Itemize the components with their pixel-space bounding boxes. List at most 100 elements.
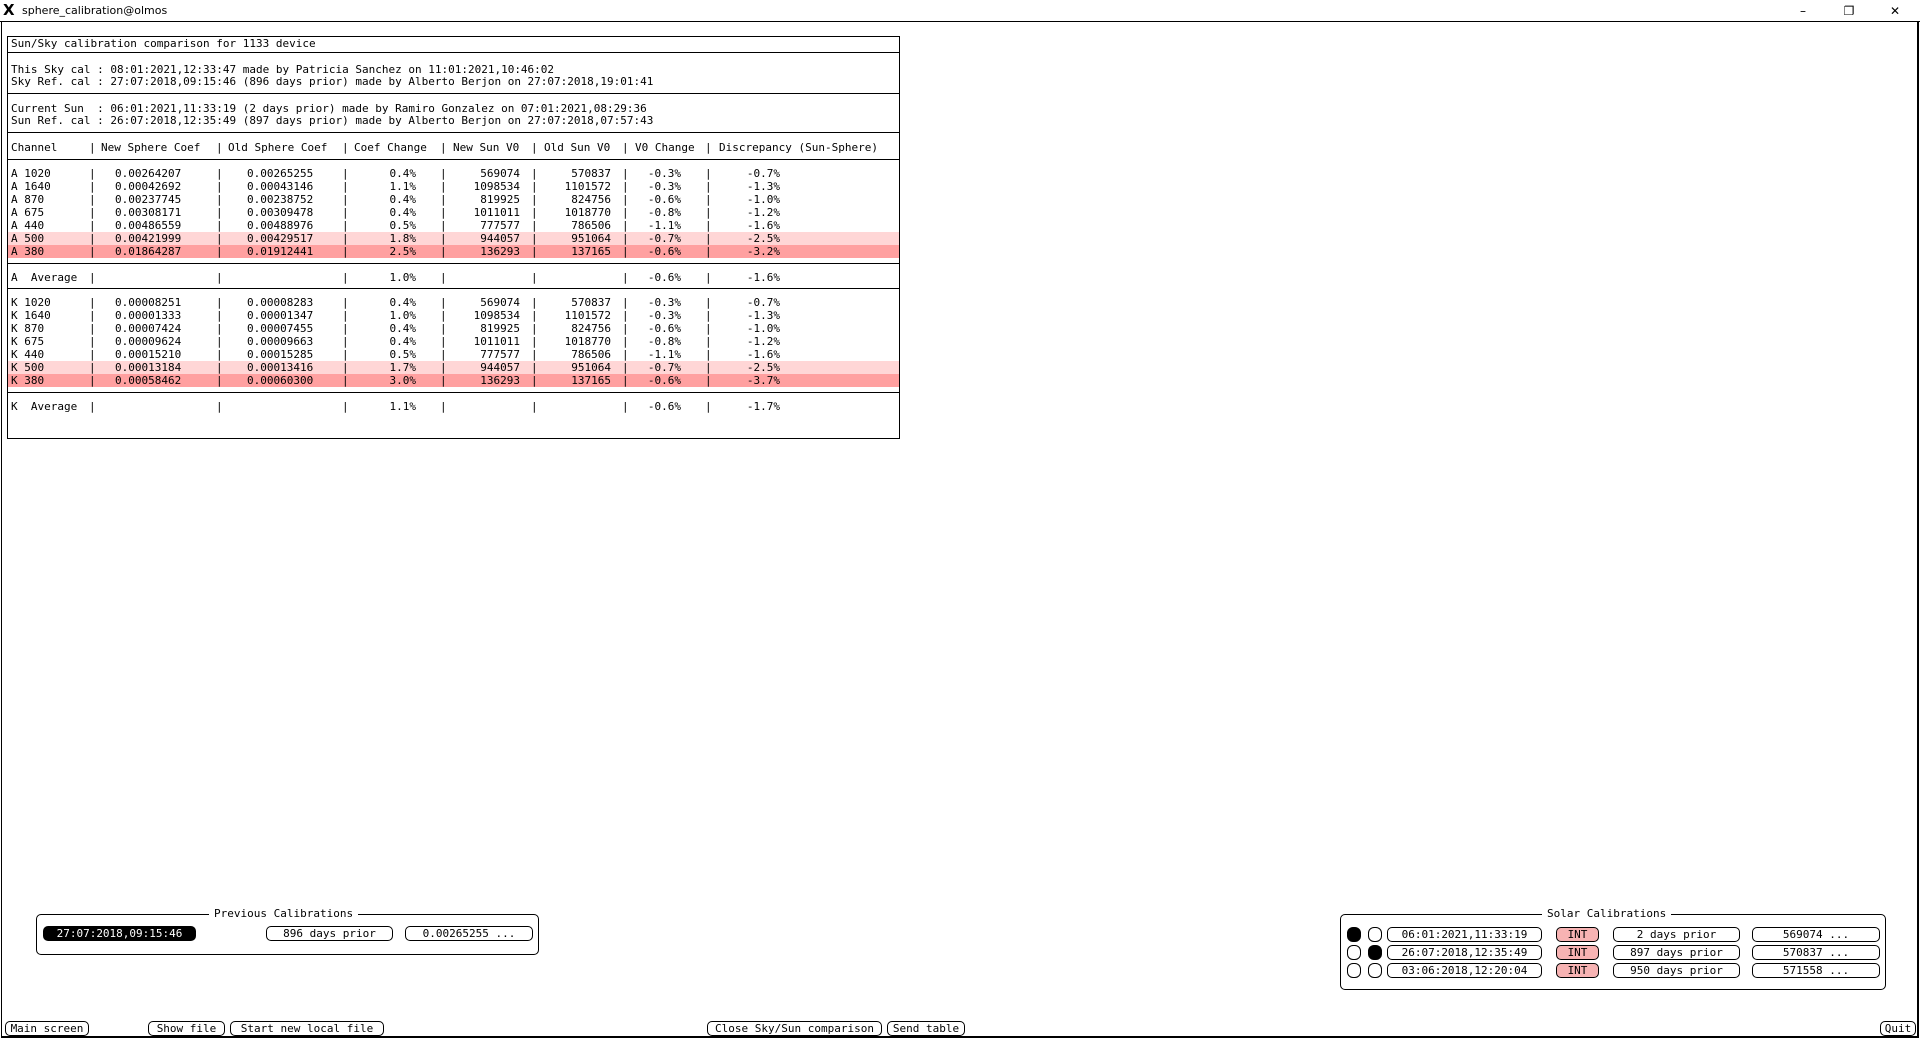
solar-date-button[interactable]: 06:01:2021,11:33:19 <box>1387 927 1542 942</box>
table-row <box>8 361 899 374</box>
column-separator: | <box>705 141 712 154</box>
table-cell: 0.00429517 <box>247 232 314 245</box>
column-header: New Sphere Coef <box>101 141 201 154</box>
table-cell: 0.00421999 <box>115 232 182 245</box>
column-separator: | <box>531 348 538 361</box>
quit-button[interactable]: Quit <box>1880 1021 1916 1036</box>
column-separator: | <box>622 322 629 335</box>
column-separator: | <box>531 167 538 180</box>
column-separator: | <box>622 206 629 219</box>
column-separator: | <box>705 271 712 284</box>
column-separator: | <box>440 309 447 322</box>
table-cell: -1.6% <box>746 348 780 361</box>
table-cell: 136293 <box>480 245 520 258</box>
table-cell: -0.7% <box>647 232 681 245</box>
solar-date-button[interactable]: 26:07:2018,12:35:49 <box>1387 945 1542 960</box>
table-cell: 786506 <box>571 219 611 232</box>
solar-value-button[interactable]: 570837 ... <box>1752 945 1880 960</box>
solar-type-button[interactable]: INT <box>1556 927 1599 942</box>
send-table-button[interactable]: Send table <box>887 1021 965 1036</box>
x-app-icon: X <box>3 1 15 19</box>
table-cell: A 1020 <box>11 167 51 180</box>
select-current-radio[interactable] <box>1347 945 1361 960</box>
select-reference-radio[interactable] <box>1368 963 1382 978</box>
table-cell: 0.00264207 <box>115 167 182 180</box>
column-separator: | <box>89 400 96 413</box>
select-current-radio[interactable] <box>1347 927 1361 942</box>
table-cell: 0.00008251 <box>115 296 182 309</box>
column-separator: | <box>89 374 96 387</box>
column-separator: | <box>342 219 349 232</box>
solar-type-button[interactable]: INT <box>1556 945 1599 960</box>
column-separator: | <box>531 193 538 206</box>
average-cell: 1.0% <box>389 271 417 284</box>
select-reference-radio[interactable] <box>1368 945 1382 960</box>
table-cell: 0.00001333 <box>115 309 182 322</box>
column-separator: | <box>622 167 629 180</box>
column-separator: | <box>440 296 447 309</box>
previous-value-button[interactable]: 0.00265255 ... <box>405 926 533 941</box>
column-separator: | <box>342 141 349 154</box>
column-separator: | <box>622 193 629 206</box>
table-cell: -0.6% <box>647 245 681 258</box>
table-cell: -0.3% <box>647 309 681 322</box>
maximize-button[interactable]: ❐ <box>1843 4 1855 18</box>
table-cell: A 1640 <box>11 180 51 193</box>
show-file-button[interactable]: Show file <box>148 1021 225 1036</box>
table-cell: -2.5% <box>746 232 780 245</box>
solar-value-button[interactable]: 569074 ... <box>1752 927 1880 942</box>
column-separator: | <box>622 335 629 348</box>
solar-value-button[interactable]: 571558 ... <box>1752 963 1880 978</box>
main-screen-button[interactable]: Main screen <box>5 1021 89 1036</box>
select-current-radio[interactable] <box>1347 963 1361 978</box>
column-separator: | <box>622 245 629 258</box>
column-separator: | <box>89 232 96 245</box>
column-separator: | <box>342 322 349 335</box>
table-cell: 1.7% <box>389 361 417 374</box>
average-cell: -0.6% <box>647 400 681 413</box>
solar-days-button[interactable]: 2 days prior <box>1613 927 1740 942</box>
column-separator: | <box>342 335 349 348</box>
current-sun-line: Current Sun : 06:01:2021,11:33:19 (2 day… <box>11 102 647 115</box>
table-cell: 0.00042692 <box>115 180 182 193</box>
minimize-button[interactable]: – <box>1800 4 1806 18</box>
table-cell: 0.00265255 <box>247 167 314 180</box>
average-cell: -1.7% <box>746 400 780 413</box>
average-cell: K Average <box>11 400 78 413</box>
solar-date-button[interactable]: 03:06:2018,12:20:04 <box>1387 963 1542 978</box>
close-comparison-button[interactable]: Close Sky/Sun comparison <box>707 1021 882 1036</box>
column-separator: | <box>440 400 447 413</box>
previous-days-button[interactable]: 896 days prior <box>266 926 393 941</box>
average-cell: A Average <box>11 271 78 284</box>
solar-calibrations-title: Solar Calibrations <box>1542 907 1672 921</box>
table-cell: -3.2% <box>746 245 780 258</box>
table-cell: -0.6% <box>647 193 681 206</box>
column-separator: | <box>622 271 629 284</box>
table-cell: A 870 <box>11 193 45 206</box>
column-separator: | <box>89 245 96 258</box>
column-separator: | <box>622 348 629 361</box>
table-cell: 0.00238752 <box>247 193 314 206</box>
column-separator: | <box>531 141 538 154</box>
solar-type-button[interactable]: INT <box>1556 963 1599 978</box>
table-cell: 137165 <box>571 374 611 387</box>
column-separator: | <box>531 361 538 374</box>
table-cell: -0.6% <box>647 322 681 335</box>
table-cell: 0.5% <box>389 348 417 361</box>
column-separator: | <box>705 322 712 335</box>
column-separator: | <box>531 232 538 245</box>
start-new-local-file-button[interactable]: Start new local file <box>230 1021 384 1036</box>
solar-days-button[interactable]: 897 days prior <box>1613 945 1740 960</box>
close-button[interactable]: ✕ <box>1889 4 1901 18</box>
column-separator: | <box>531 400 538 413</box>
table-cell: 570837 <box>571 167 611 180</box>
column-separator: | <box>440 348 447 361</box>
table-cell: 0.00060300 <box>247 374 314 387</box>
table-cell: 569074 <box>480 167 520 180</box>
column-header: Coef Change <box>354 141 427 154</box>
table-cell: 824756 <box>571 193 611 206</box>
column-separator: | <box>342 206 349 219</box>
previous-date-button[interactable]: 27:07:2018,09:15:46 <box>43 926 196 941</box>
select-reference-radio[interactable] <box>1368 927 1382 942</box>
solar-days-button[interactable]: 950 days prior <box>1613 963 1740 978</box>
